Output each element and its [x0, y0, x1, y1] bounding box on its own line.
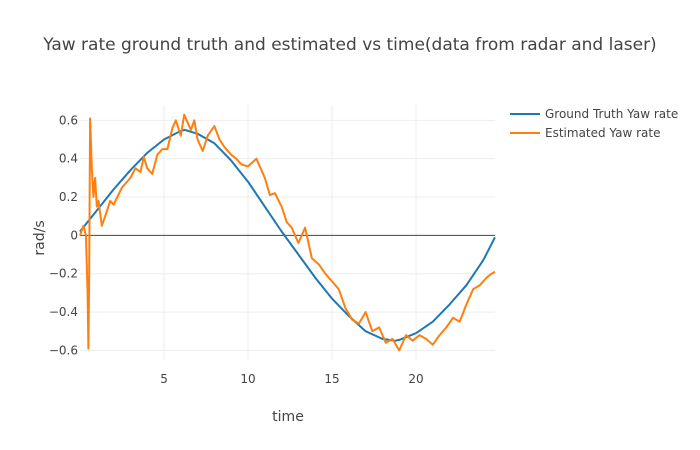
series-ground-truth-line: [79, 128, 496, 342]
legend-item-ground-truth[interactable]: Ground Truth Yaw rate: [510, 107, 678, 121]
y-tick-label: 0.6: [59, 113, 78, 127]
x-tick-label: 15: [324, 372, 339, 386]
legend-item-estimated[interactable]: Estimated Yaw rate: [510, 126, 660, 140]
x-tick-label: 5: [160, 372, 168, 386]
plot-area: [79, 113, 496, 352]
y-tick-label: −0.4: [49, 305, 78, 319]
x-axis-title: time: [272, 409, 304, 425]
axis-layer: 5 10 15 20 −0.6 −0.4 −0.2 0 0.2 0.4 0.6: [49, 113, 424, 386]
legend[interactable]: Ground Truth Yaw rate Estimated Yaw rate: [510, 107, 678, 140]
y-tick-label: 0.4: [59, 152, 78, 166]
y-tick-label: 0: [70, 228, 78, 242]
y-axis-title: rad/s: [32, 220, 48, 255]
y-tick-label: −0.6: [49, 343, 78, 357]
grid-layer: [80, 105, 495, 360]
y-tick-label: −0.2: [49, 267, 78, 281]
y-tick-label: 0.2: [59, 190, 78, 204]
chart-title: Yaw rate ground truth and estimated vs t…: [42, 35, 656, 55]
series-estimated-line: [79, 113, 496, 352]
x-tick-label: 20: [408, 372, 423, 386]
x-tick-label: 10: [240, 372, 255, 386]
legend-label: Estimated Yaw rate: [545, 126, 660, 140]
legend-label: Ground Truth Yaw rate: [545, 107, 678, 121]
